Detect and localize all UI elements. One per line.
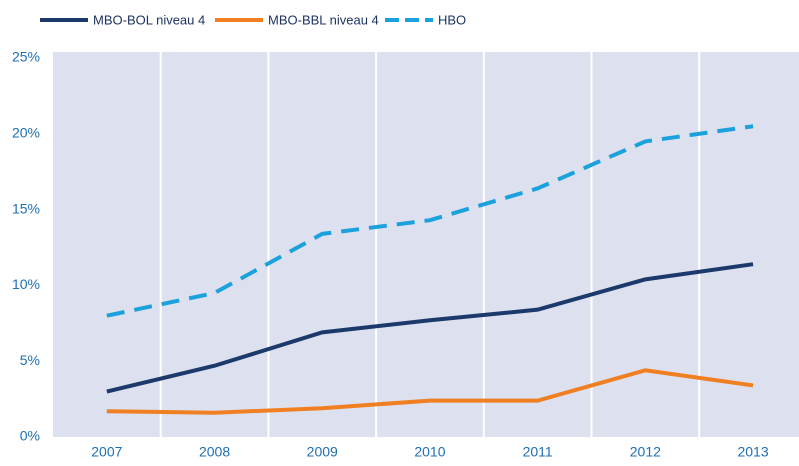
x-tick-label: 2009 bbox=[307, 444, 338, 460]
x-tick-label: 2010 bbox=[414, 444, 445, 460]
y-tick-label: 0% bbox=[20, 428, 40, 444]
legend-label: HBO bbox=[438, 12, 466, 27]
line bbox=[106, 262, 754, 394]
legend-label: MBO-BOL niveau 4 bbox=[93, 12, 205, 27]
y-tick-label: 20% bbox=[12, 125, 40, 141]
line bbox=[106, 368, 754, 415]
x-tick-label: 2007 bbox=[91, 444, 122, 460]
x-tick-label: 2008 bbox=[199, 444, 230, 460]
line bbox=[106, 124, 754, 318]
legend-label: MBO-BBL niveau 4 bbox=[268, 12, 379, 27]
y-tick-label: 25% bbox=[12, 49, 40, 65]
y-tick-label: 5% bbox=[20, 352, 40, 368]
x-tick-label: 2013 bbox=[737, 444, 768, 460]
y-tick-label: 10% bbox=[12, 276, 40, 292]
x-tick-label: 2011 bbox=[523, 444, 553, 460]
legend: MBO-BOL niveau 4 MBO-BBL niveau 4 HBO bbox=[40, 12, 466, 27]
x-tick-label: 2012 bbox=[630, 444, 661, 460]
y-tick-label: 15% bbox=[12, 200, 40, 216]
